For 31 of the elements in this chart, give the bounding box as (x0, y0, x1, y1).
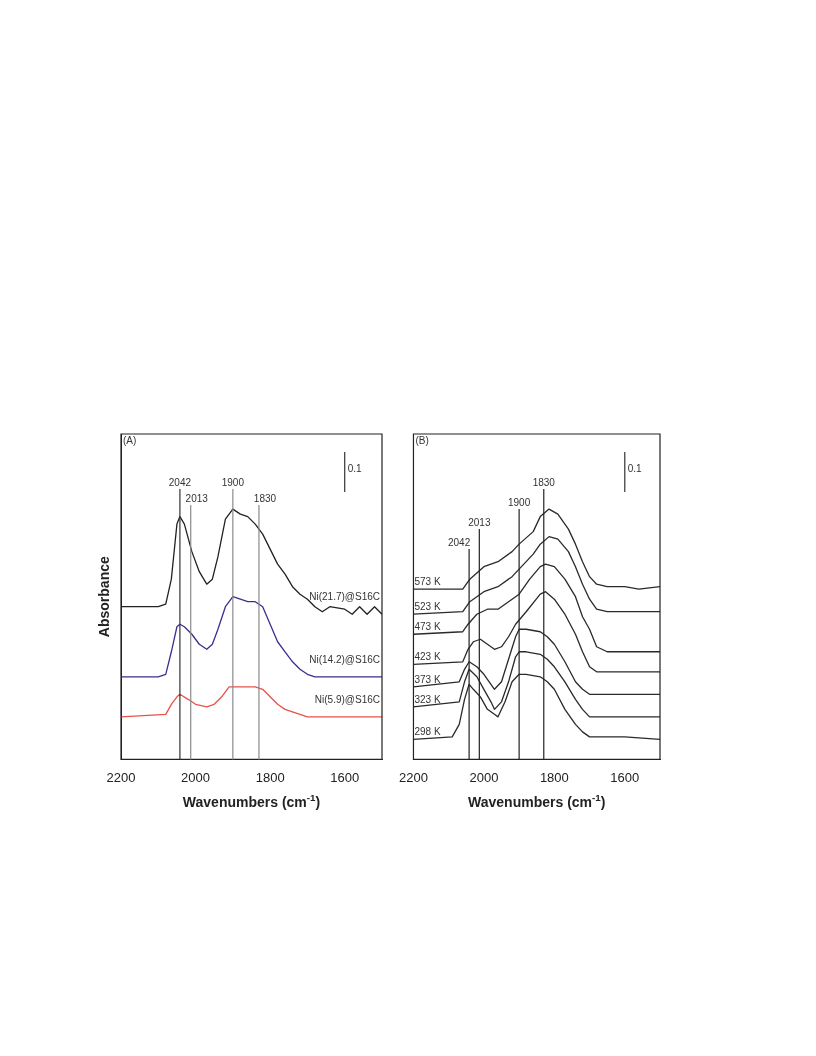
ref-line-label: 2013 (185, 492, 209, 504)
x-tick-label: 1800 (255, 769, 285, 785)
series-label: 298 K (414, 726, 441, 738)
ref-line-label: 1900 (507, 496, 531, 508)
x-tick-label: 2200 (399, 769, 428, 785)
x-tick-label: 2000 (469, 769, 499, 785)
x-tick-label: 1600 (330, 769, 360, 785)
ref-line-label: 1900 (221, 476, 245, 488)
text: (A) (123, 434, 137, 446)
ref-line-label: 1830 (253, 492, 277, 504)
series-label: 373 K (414, 673, 441, 685)
ref-line-label: 2013 (468, 516, 491, 528)
y-axis-title: Absorbance (96, 556, 112, 638)
series-label: 323 K (414, 693, 441, 705)
text: 0.1 (627, 462, 643, 474)
series-label: 523 K (414, 600, 441, 612)
x-tick-label: 1600 (610, 769, 640, 785)
series-label: 473 K (414, 621, 441, 632)
series-label: 423 K (414, 651, 441, 663)
series-label: Ni(14.2)@S16C (309, 653, 380, 665)
x-tick-label: 2000 (181, 769, 211, 785)
ref-line-label: 2042 (447, 536, 471, 548)
ref-line-label: 2042 (168, 476, 192, 488)
series-label: Ni(21.7)@S16C (309, 590, 380, 602)
text: 0.1 (347, 462, 363, 474)
x-tick-label: 2200 (106, 769, 136, 785)
x-tick-label: 1800 (539, 769, 569, 785)
ref-line-label: 1830 (532, 476, 556, 488)
series-label: Ni(5.9)@S16C (314, 693, 380, 705)
series-label: 573 K (414, 575, 441, 587)
text: (B) (415, 434, 429, 446)
